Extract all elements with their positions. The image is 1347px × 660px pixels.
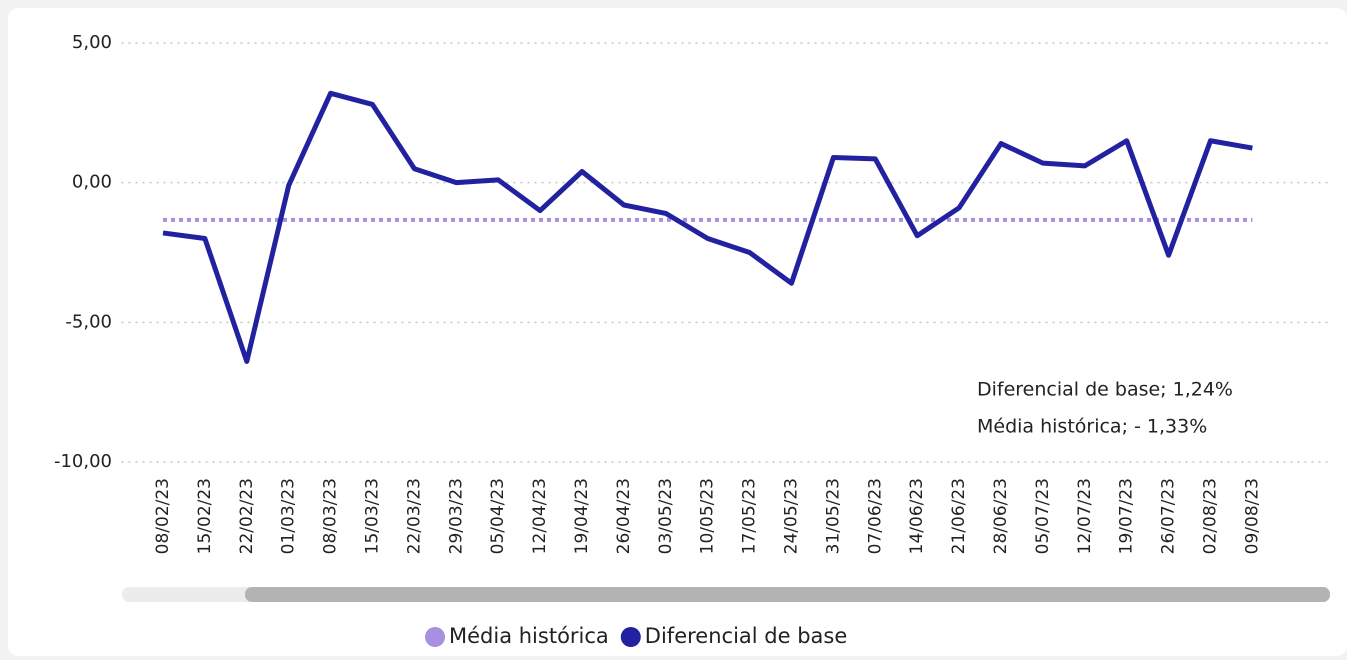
panel xyxy=(8,8,1347,656)
x-tick-label: 05/04/23 xyxy=(488,478,508,554)
x-tick-label: 02/08/23 xyxy=(1201,478,1221,554)
x-tick-label: 28/06/23 xyxy=(991,478,1011,554)
x-tick-label: 14/06/23 xyxy=(907,478,927,554)
y-tick-label: -10,00 xyxy=(54,451,112,472)
x-tick-label: 07/06/23 xyxy=(865,478,885,554)
x-tick-label: 26/04/23 xyxy=(614,478,634,554)
legend-marker xyxy=(620,627,641,647)
x-tick-label: 29/03/23 xyxy=(446,478,466,554)
x-tick-label: 12/07/23 xyxy=(1075,478,1095,554)
x-tick-label: 08/03/23 xyxy=(321,478,341,554)
x-tick-label: 21/06/23 xyxy=(949,478,969,554)
annotation: Média histórica; - 1,33% xyxy=(977,416,1207,438)
x-tick-label: 08/02/23 xyxy=(153,478,173,554)
x-tick-label: 15/03/23 xyxy=(363,478,383,554)
x-tick-label: 22/02/23 xyxy=(237,478,257,554)
x-tick-label: 10/05/23 xyxy=(698,478,718,554)
x-tick-label: 26/07/23 xyxy=(1159,478,1179,554)
x-tick-label: 05/07/23 xyxy=(1033,478,1053,554)
legend-label: Média histórica xyxy=(449,624,609,648)
x-tick-label: 12/04/23 xyxy=(530,478,550,554)
annotation: Diferencial de base; 1,24% xyxy=(977,379,1233,401)
x-tick-label: 01/03/23 xyxy=(279,478,299,554)
y-tick-label: -5,00 xyxy=(65,311,112,332)
x-tick-label: 15/02/23 xyxy=(195,478,215,554)
x-tick-label: 17/05/23 xyxy=(740,478,760,554)
line-series xyxy=(162,90,1253,364)
legend-marker xyxy=(425,627,445,647)
x-tick-label: 31/05/23 xyxy=(823,478,843,554)
x-tick-label: 19/04/23 xyxy=(572,478,592,554)
legend-label: Diferencial de base xyxy=(645,624,847,648)
y-tick-label: 0,00 xyxy=(72,172,112,193)
y-tick-label: 5,00 xyxy=(72,32,112,53)
x-tick-label: 22/03/23 xyxy=(404,478,424,554)
scroll-thumb[interactable] xyxy=(245,587,1330,602)
x-tick-label: 24/05/23 xyxy=(782,478,802,554)
x-tick-label: 19/07/23 xyxy=(1117,478,1137,554)
x-tick-label: 09/08/23 xyxy=(1242,478,1262,554)
x-tick-label: 03/05/23 xyxy=(656,478,676,554)
